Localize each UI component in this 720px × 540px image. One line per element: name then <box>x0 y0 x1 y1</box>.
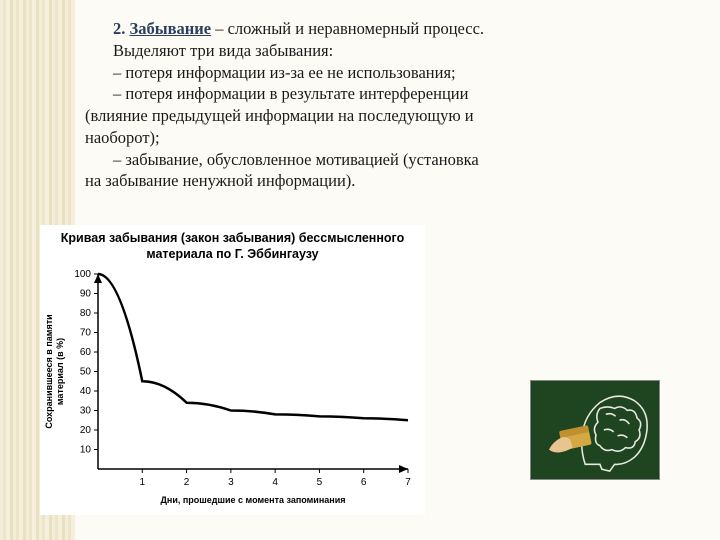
chart-title-line1: Кривая забывания (закон забывания) бессм… <box>61 231 404 245</box>
heading-rest: – сложный и неравномерный процесс. <box>211 19 484 38</box>
svg-text:Сохранившееся в памятиматериал: Сохранившееся в памятиматериал (в %) <box>44 315 65 429</box>
bullet-3: – забывание, обусловленное мотивацией (у… <box>113 150 479 169</box>
svg-text:50: 50 <box>79 367 91 378</box>
svg-text:100: 100 <box>74 269 91 280</box>
brain-illustration <box>530 380 660 480</box>
heading-number: 2. <box>113 19 130 38</box>
chart-title: Кривая забывания (закон забывания) бессм… <box>40 225 425 264</box>
bullet-3b: на забывание ненужной информации). <box>85 171 355 190</box>
text-content: 2. Забывание – сложный и неравномерный п… <box>0 0 720 192</box>
bullet-2: – потеря информации в результате интерфе… <box>113 84 468 103</box>
brain-svg <box>531 381 659 479</box>
svg-text:Дни, прошедшие с момента запом: Дни, прошедшие с момента запоминания <box>160 495 345 505</box>
line-types-intro: Выделяют три вида забывания: <box>113 41 333 60</box>
svg-text:60: 60 <box>79 347 91 358</box>
heading-word: Забывание <box>130 19 212 38</box>
bullet-1: – потеря информации из-за ее не использо… <box>113 63 456 82</box>
svg-text:20: 20 <box>79 425 91 436</box>
svg-text:5: 5 <box>316 477 322 488</box>
svg-text:7: 7 <box>405 477 411 488</box>
chart-title-line2: материала по Г. Эббингаузу <box>146 247 318 261</box>
paragraph-main: 2. Забывание – сложный и неравномерный п… <box>85 18 670 192</box>
svg-text:80: 80 <box>79 308 91 319</box>
svg-text:90: 90 <box>79 289 91 300</box>
svg-text:3: 3 <box>228 477 234 488</box>
svg-text:6: 6 <box>360 477 366 488</box>
svg-text:10: 10 <box>79 445 91 456</box>
svg-text:2: 2 <box>183 477 189 488</box>
svg-text:70: 70 <box>79 328 91 339</box>
forgetting-curve-chart: Кривая забывания (закон забывания) бессм… <box>40 225 425 515</box>
svg-text:30: 30 <box>79 406 91 417</box>
svg-text:40: 40 <box>79 386 91 397</box>
bullet-2b: (влияние предыдущей информации на послед… <box>85 106 474 125</box>
chart-svg: 10 20 30 40 50 60 70 80 90 100 1 2 3 4 5 6 7 Дни, прошедш… <box>43 264 423 509</box>
svg-text:4: 4 <box>272 477 278 488</box>
bullet-2c: наоборот); <box>85 128 160 147</box>
svg-text:1: 1 <box>139 477 145 488</box>
